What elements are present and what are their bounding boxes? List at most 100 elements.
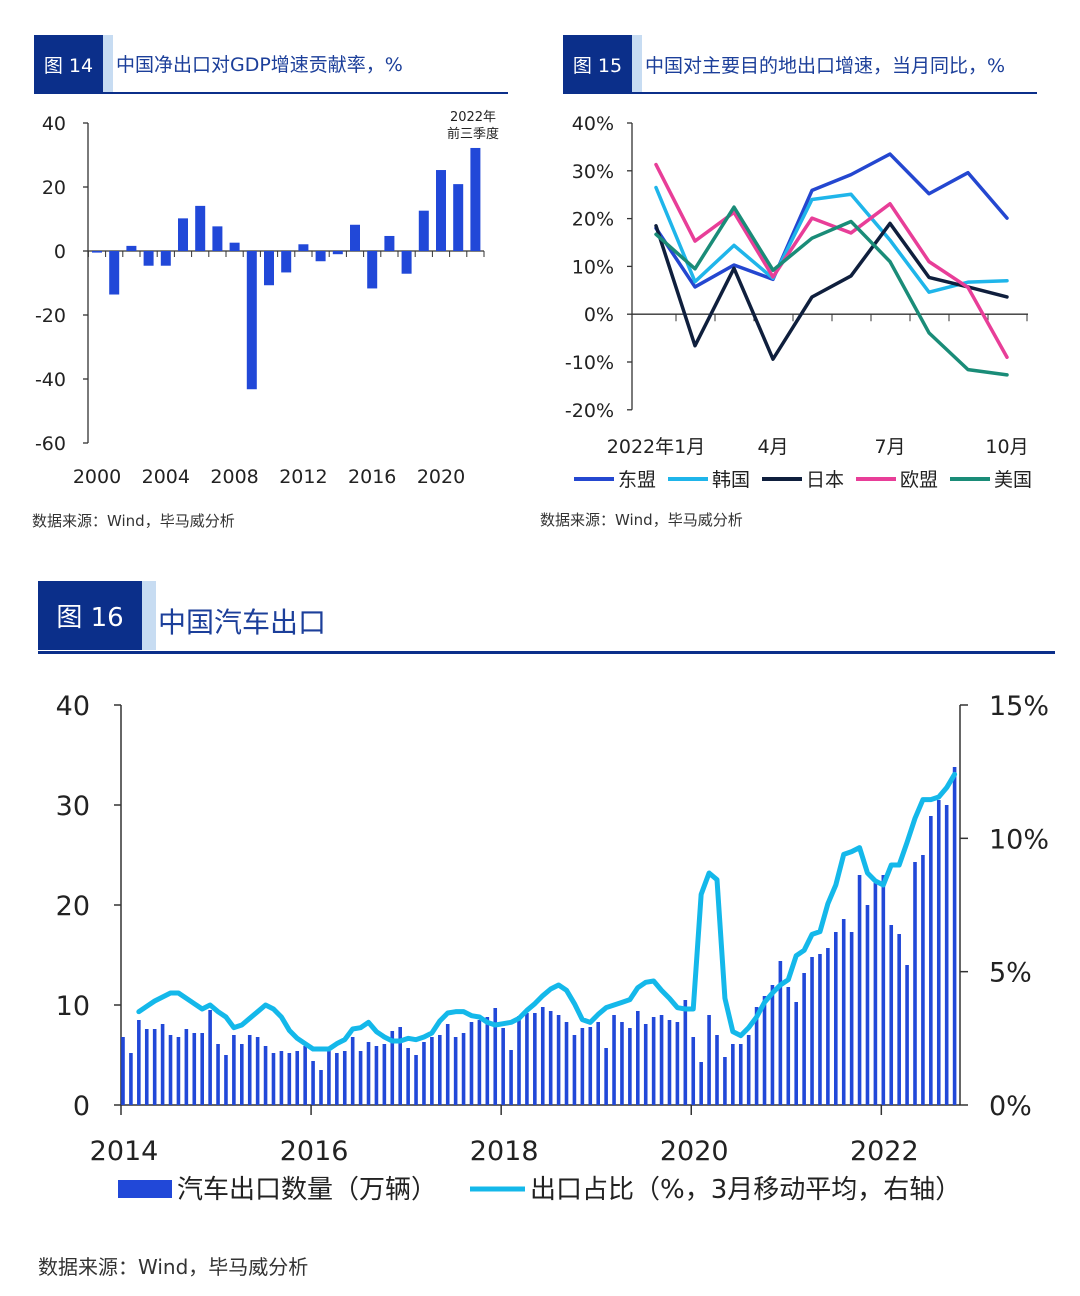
fig15-series-line-2 <box>654 221 1009 361</box>
fig16-bar <box>184 1029 189 1105</box>
fig14-bar-2021 <box>453 184 464 251</box>
fig16-bar <box>794 1002 798 1105</box>
fig16-bar <box>208 1010 212 1105</box>
fig16-bar <box>469 1022 474 1105</box>
fig16-x-tick-label: 2014 <box>90 1136 159 1167</box>
fig14-x-tick-label: 2012 <box>279 466 327 488</box>
fig16-bar <box>675 1022 680 1105</box>
fig16-bar <box>271 1053 276 1105</box>
fig16-label: 图 16 <box>56 603 124 633</box>
fig16-left-tick-label: 30 <box>56 791 90 822</box>
fig16-bar <box>857 875 862 1105</box>
fig14-label-box: 图 14 <box>34 35 103 93</box>
fig16-bar <box>628 1028 632 1105</box>
fig16-bar <box>240 1044 244 1105</box>
fig16-bar <box>691 1037 696 1105</box>
fig15-y-tick-label: -10% <box>565 352 614 374</box>
fig16-bar <box>596 1022 600 1105</box>
fig16-bar <box>200 1033 204 1105</box>
fig16-bar <box>841 919 846 1105</box>
fig16-bar <box>501 1028 505 1105</box>
fig16-bar <box>746 1035 751 1105</box>
fig16-bar <box>770 985 775 1105</box>
fig14-x-tick-label: 2000 <box>73 466 121 488</box>
fig16-bar <box>865 905 870 1105</box>
fig16-bar <box>834 932 838 1105</box>
fig16-bar <box>216 1044 220 1105</box>
fig16-bar <box>905 965 909 1105</box>
fig16-left-tick-label: 0 <box>73 1091 90 1122</box>
fig14-annotation-period: 前三季度 <box>447 126 499 142</box>
fig14-y-tick-label: -40 <box>35 369 66 391</box>
fig16-bar <box>445 1024 450 1105</box>
fig15-header-rule <box>563 92 1037 94</box>
fig16-bar <box>540 1007 545 1105</box>
fig14-bar-2010 <box>264 251 274 286</box>
fig16-bar <box>327 1051 331 1105</box>
fig15-legend-label: 美国 <box>994 469 1032 491</box>
fig14-bar-2018 <box>401 251 412 274</box>
fig16-bar <box>121 1037 125 1105</box>
fig16-bar <box>287 1053 292 1105</box>
fig16-bar <box>493 1008 498 1105</box>
fig16-bar <box>168 1035 173 1105</box>
fig16-bar <box>659 1015 664 1105</box>
fig14-bar-2005 <box>178 218 188 251</box>
fig15-legend-label: 日本 <box>806 469 844 491</box>
fig14-bar-2017 <box>384 235 395 251</box>
fig16-bar <box>255 1037 260 1105</box>
fig16-bar <box>414 1055 418 1105</box>
fig14-y-tick-label: 20 <box>42 177 66 199</box>
fig16-bar <box>232 1035 236 1105</box>
fig15-x-tick-label: 7月 <box>874 436 905 458</box>
fig16-bar <box>802 973 806 1105</box>
fig16-bar <box>430 1037 434 1105</box>
fig15-label: 图 15 <box>572 54 623 77</box>
fig14-bar-2016 <box>367 251 378 289</box>
fig14-bar-2004 <box>160 251 171 266</box>
fig14-bar-2012 <box>298 244 309 251</box>
fig15-series-line-0 <box>654 152 1009 289</box>
fig15-x-tick-label: 2022年1月 <box>607 436 705 458</box>
fig14-x-tick-label: 2008 <box>210 466 258 488</box>
fig16-bar <box>382 1044 387 1105</box>
fig16-bar <box>849 932 854 1105</box>
fig14-chart: 40 20 0 -20 -40 -60 2000 2004 2008 2012 2016 2020 20… <box>35 110 499 488</box>
fig16-bar <box>786 987 791 1105</box>
fig14-bar-2006 <box>195 205 206 251</box>
fig15-legend-item: 日本 <box>762 469 844 491</box>
fig14-label: 图 14 <box>43 54 94 77</box>
fig16-bar <box>263 1046 268 1105</box>
fig14-bar-2009 <box>246 251 257 390</box>
fig15-series-line-3 <box>654 162 1009 359</box>
fig16-bar <box>224 1055 228 1105</box>
fig15-legend-item: 东盟 <box>574 469 656 491</box>
fig16-bar <box>620 1022 624 1105</box>
fig16-bar <box>485 1017 490 1105</box>
fig15-y-tick-label: 30% <box>572 161 614 183</box>
fig16-bar <box>319 1070 323 1105</box>
fig16-bar <box>390 1031 395 1105</box>
fig16-share-line <box>136 771 958 1052</box>
fig14-bar-2007 <box>212 226 223 251</box>
fig16-bar <box>936 800 941 1105</box>
fig16-label-box: 图 16 <box>38 581 142 650</box>
fig16-bar <box>152 1029 157 1105</box>
fig14-x-tick-label: 2020 <box>417 466 465 488</box>
fig14-x-tick-label: 2016 <box>348 466 396 488</box>
fig16-bar <box>517 1016 521 1105</box>
fig16-bar <box>762 996 767 1105</box>
fig16-legend-label: 出口占比（%，3月移动平均，右轴） <box>530 1175 961 1205</box>
fig16-source: 数据来源：Wind，毕马威分析 <box>38 1255 309 1279</box>
fig15-legend-label: 欧盟 <box>900 469 938 491</box>
fig16-bar <box>929 816 933 1105</box>
fig16-legend-item-bars: 汽车出口数量（万辆） <box>118 1175 437 1205</box>
fig16-left-tick-label: 40 <box>56 691 90 722</box>
fig14-y-tick-label: -60 <box>35 433 66 455</box>
fig16-bar <box>818 954 822 1105</box>
fig16-bar <box>398 1027 402 1105</box>
fig14-header-strip <box>103 35 113 93</box>
fig16-bar <box>651 1017 656 1105</box>
fig14-bar-2001 <box>109 251 120 295</box>
fig14-x-tick-label: 2004 <box>142 466 190 488</box>
